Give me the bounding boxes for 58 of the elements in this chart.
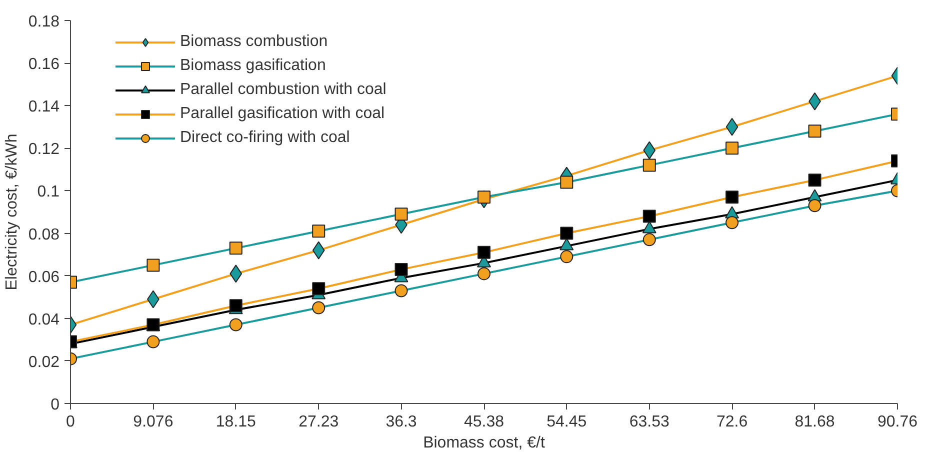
x-tick-label: 9.076 (133, 414, 174, 430)
legend-label: Biomass gasification (180, 57, 326, 75)
point (478, 246, 490, 259)
point (808, 199, 822, 212)
legend-label: Parallel gasification with coal (180, 105, 385, 123)
point (560, 226, 574, 240)
point (394, 208, 408, 221)
y-tick-label: 0.16 (28, 56, 60, 74)
x-tick-label: 81.68 (794, 414, 835, 430)
point (229, 242, 242, 255)
x-tick-label: 27.23 (298, 414, 339, 430)
y-tick-label: 0.02 (28, 354, 60, 371)
point (642, 158, 656, 172)
point (560, 250, 574, 264)
x-tick-label: 54.45 (546, 414, 587, 430)
point (312, 282, 326, 296)
x-tick-label: 45.38 (464, 414, 504, 430)
point (808, 124, 822, 138)
y-tick-label: 0.1 (37, 184, 60, 201)
point (726, 216, 739, 230)
y-tick-label: 0 (50, 396, 60, 414)
point (726, 190, 739, 204)
y-tick-label: 0.06 (28, 268, 60, 286)
x-tick-label: 72.6 (716, 414, 748, 430)
legend-label: Direct co-firing with coal (180, 129, 350, 147)
x-tick-label: 0 (66, 414, 76, 430)
point (312, 224, 326, 238)
legend-label: Biomass combustion (180, 33, 328, 51)
y-axis-title: Electricity cost, €/kWh (3, 134, 20, 290)
y-tick-label: 0.08 (28, 226, 60, 244)
point (230, 264, 242, 283)
point (394, 262, 408, 276)
point (642, 210, 656, 223)
y-tick-label: 0.04 (28, 311, 60, 328)
point (726, 118, 738, 136)
point (146, 335, 160, 348)
x-axis-title: Biomass cost, €/t (423, 434, 546, 452)
point (643, 141, 656, 160)
point (229, 318, 242, 332)
point (726, 142, 739, 155)
point (229, 299, 242, 312)
x-tick-label: 36.3 (386, 414, 417, 430)
x-tick-label: 63.53 (629, 414, 670, 430)
point (394, 284, 408, 298)
x-tick-label: 90.76 (877, 414, 918, 430)
point (312, 301, 326, 314)
point (642, 233, 656, 246)
point (146, 258, 160, 272)
x-tick-label: 18.15 (216, 414, 256, 430)
legend-label: Parallel combustion with coal (180, 81, 386, 99)
y-tick-label: 0.14 (28, 98, 60, 116)
point (478, 267, 490, 280)
y-tick-label: 0.12 (28, 141, 60, 158)
point (808, 174, 822, 187)
y-tick-label: 0.18 (28, 14, 60, 30)
point (560, 176, 574, 189)
point (312, 241, 325, 260)
point (478, 190, 490, 204)
